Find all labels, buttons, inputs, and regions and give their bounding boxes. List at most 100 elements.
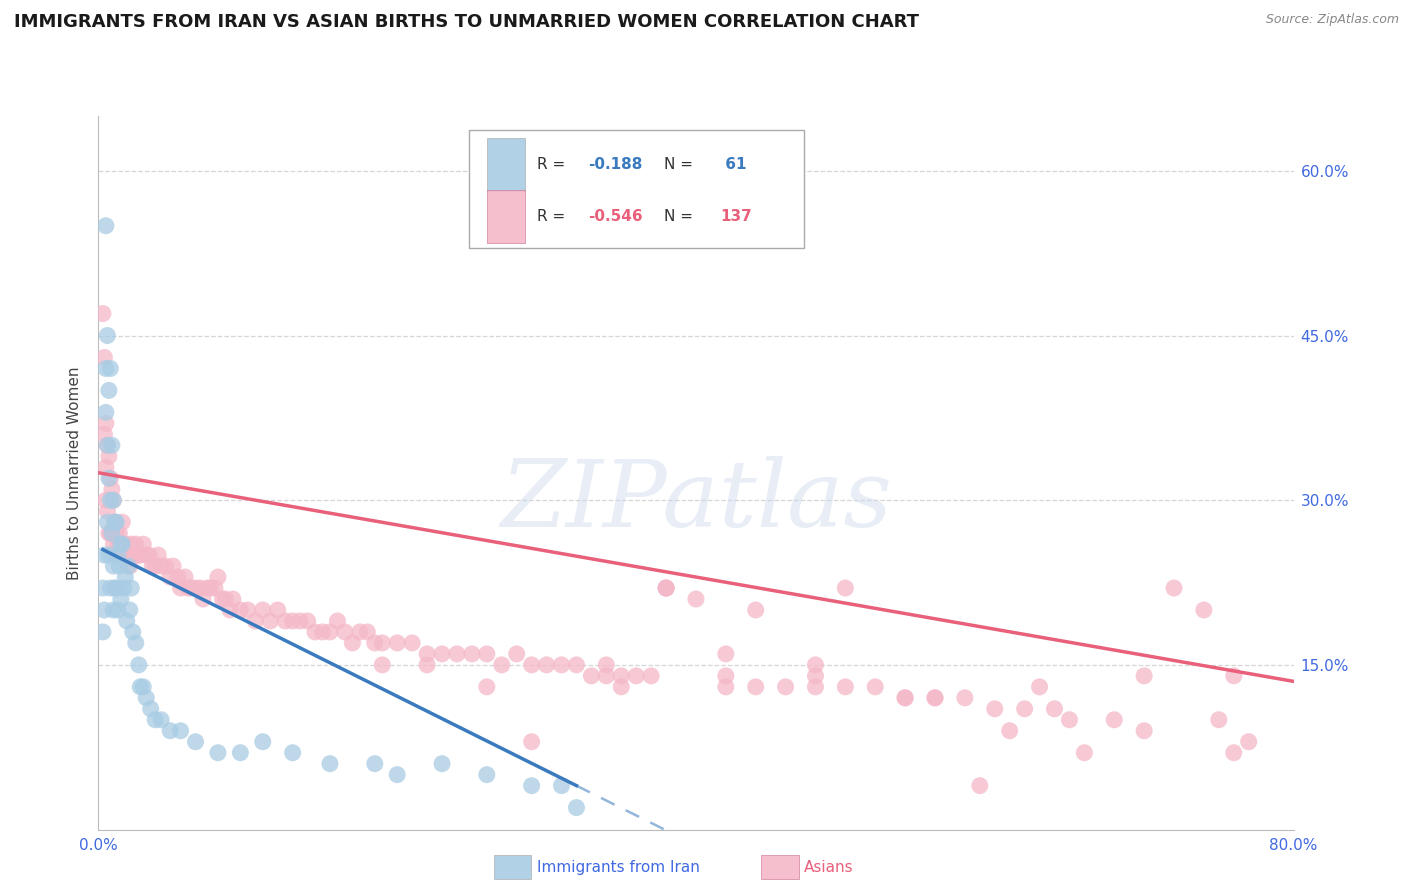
Point — [297, 614, 319, 628]
Point — [93, 548, 115, 562]
Point — [319, 756, 342, 771]
Point — [91, 624, 114, 639]
Point — [101, 526, 124, 541]
Point — [311, 624, 333, 639]
Point — [150, 559, 173, 574]
Point — [1028, 680, 1050, 694]
Point — [96, 515, 118, 529]
Point — [229, 603, 252, 617]
Point — [364, 636, 387, 650]
FancyBboxPatch shape — [486, 190, 524, 244]
Point — [159, 570, 181, 584]
Point — [356, 624, 378, 639]
Point — [1059, 713, 1081, 727]
Point — [267, 603, 290, 617]
Point — [252, 603, 274, 617]
Point — [107, 603, 129, 617]
Point — [536, 657, 558, 672]
Text: N =: N = — [664, 157, 697, 172]
Point — [159, 723, 181, 738]
Point — [1223, 669, 1246, 683]
Point — [143, 559, 166, 574]
Point — [93, 427, 115, 442]
Point — [626, 669, 648, 683]
Point — [96, 438, 118, 452]
Point — [804, 657, 827, 672]
Text: Source: ZipAtlas.com: Source: ZipAtlas.com — [1265, 13, 1399, 27]
Point — [1014, 702, 1036, 716]
Point — [169, 723, 191, 738]
Point — [200, 581, 222, 595]
Point — [121, 624, 143, 639]
Point — [281, 746, 304, 760]
Point — [155, 559, 177, 574]
Point — [103, 603, 125, 617]
Point — [104, 515, 127, 529]
Point — [120, 581, 142, 595]
Point — [1133, 669, 1156, 683]
Point — [162, 559, 184, 574]
Point — [150, 713, 173, 727]
Point — [129, 680, 152, 694]
Point — [97, 526, 120, 541]
Point — [100, 526, 122, 541]
Point — [461, 647, 484, 661]
Point — [506, 647, 529, 661]
Point — [894, 690, 917, 705]
Point — [640, 669, 662, 683]
Point — [125, 636, 148, 650]
Point — [110, 592, 132, 607]
Text: R =: R = — [537, 157, 571, 172]
Point — [135, 548, 157, 562]
Point — [446, 647, 468, 661]
Point — [120, 537, 142, 551]
Point — [1043, 702, 1066, 716]
Point — [135, 690, 157, 705]
Point — [117, 559, 139, 574]
Point — [97, 548, 120, 562]
Point — [107, 548, 129, 562]
Point — [128, 548, 150, 562]
Point — [114, 570, 136, 584]
Point — [107, 537, 129, 551]
Point — [97, 384, 120, 398]
Point — [104, 515, 127, 529]
Point — [834, 680, 856, 694]
Point — [565, 800, 588, 814]
Point — [252, 735, 274, 749]
Point — [94, 460, 117, 475]
Point — [128, 657, 150, 672]
Point — [211, 592, 233, 607]
Point — [177, 581, 200, 595]
Point — [565, 657, 588, 672]
Point — [103, 559, 125, 574]
Point — [125, 537, 148, 551]
Point — [103, 493, 125, 508]
Point — [894, 690, 917, 705]
Point — [475, 680, 498, 694]
Text: -0.546: -0.546 — [589, 210, 643, 224]
Point — [371, 657, 394, 672]
Point — [804, 680, 827, 694]
Point — [610, 680, 633, 694]
Point — [924, 690, 946, 705]
Point — [775, 680, 797, 694]
Point — [197, 581, 219, 595]
Point — [804, 669, 827, 683]
Point — [117, 548, 139, 562]
Text: R =: R = — [537, 210, 571, 224]
Point — [105, 581, 128, 595]
Point — [94, 219, 117, 233]
Point — [110, 548, 132, 562]
Point — [364, 756, 387, 771]
Point — [207, 570, 229, 584]
Point — [416, 647, 439, 661]
Text: Immigrants from Iran: Immigrants from Iran — [537, 860, 700, 874]
Point — [139, 702, 162, 716]
Point — [94, 493, 117, 508]
Point — [222, 592, 245, 607]
Point — [184, 581, 207, 595]
Point — [101, 438, 124, 452]
Point — [94, 361, 117, 376]
Point — [138, 548, 160, 562]
